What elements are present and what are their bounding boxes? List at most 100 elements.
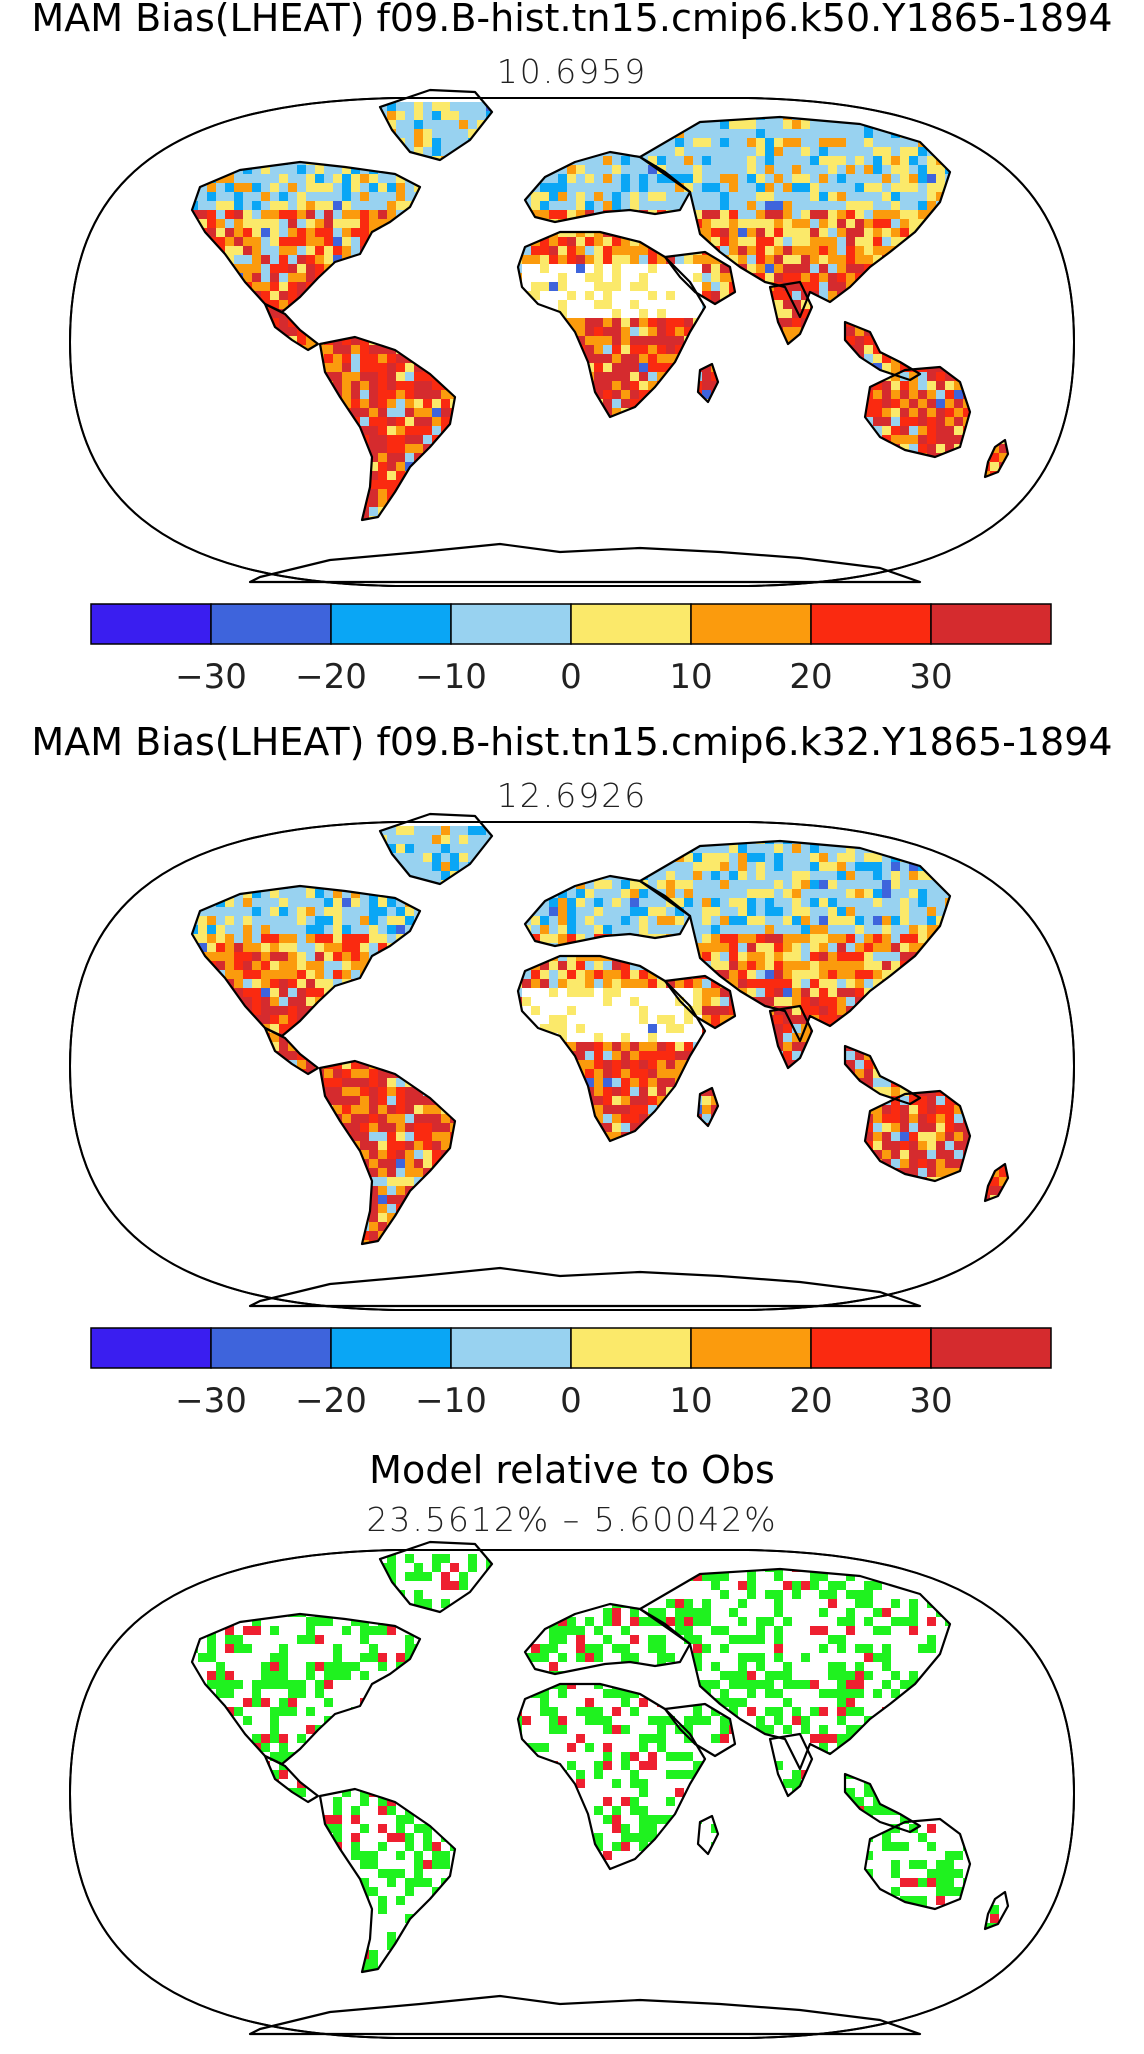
map-cell <box>765 264 774 273</box>
map-cell <box>621 282 630 291</box>
map-cell <box>756 210 765 219</box>
map-cell <box>756 192 765 201</box>
map-cell <box>387 489 396 498</box>
map-cell <box>639 300 648 309</box>
map-cell <box>558 237 567 246</box>
map-cell <box>405 826 414 835</box>
map-cell <box>873 417 882 426</box>
map-cell <box>369 363 378 372</box>
map-cell <box>720 246 729 255</box>
map-cell <box>288 282 297 291</box>
map-cell <box>873 129 882 138</box>
map-cell <box>792 147 801 156</box>
map-cell <box>459 853 468 862</box>
map-cell <box>594 372 603 381</box>
colorbar-box <box>690 603 812 645</box>
map-cell <box>450 102 459 111</box>
map-cell <box>918 826 927 835</box>
map-cell <box>621 309 630 318</box>
map-cell <box>234 210 243 219</box>
map-cell <box>288 219 297 228</box>
map-cell <box>639 192 648 201</box>
map-cell <box>828 219 837 228</box>
map-cell <box>603 264 612 273</box>
map-cell <box>783 228 792 237</box>
map-cell <box>855 228 864 237</box>
map-cell <box>279 183 288 192</box>
map-cell <box>729 183 738 192</box>
map-cell <box>639 381 648 390</box>
map-cell <box>747 844 756 853</box>
map-cell <box>639 165 648 174</box>
map-cell <box>693 264 702 273</box>
map-cell <box>747 210 756 219</box>
map-cell <box>990 853 999 862</box>
map-cell <box>297 201 306 210</box>
map-cell <box>432 120 441 129</box>
coastline <box>378 88 494 162</box>
map-cell <box>666 147 675 156</box>
map-cell <box>837 129 846 138</box>
map-cell <box>621 192 630 201</box>
map-cell <box>342 246 351 255</box>
map-cell <box>783 327 792 336</box>
map-cell <box>423 147 432 156</box>
map-cell <box>936 165 945 174</box>
map-cell <box>585 300 594 309</box>
map-cell <box>828 237 837 246</box>
map-cell <box>891 237 900 246</box>
map-cell <box>702 282 711 291</box>
map-cell <box>432 399 441 408</box>
map-cell <box>837 219 846 228</box>
map-cell <box>990 453 999 462</box>
map-cell <box>711 165 720 174</box>
map-cell <box>333 192 342 201</box>
map-cell <box>927 201 936 210</box>
map-cell <box>594 255 603 264</box>
map-cell <box>333 381 342 390</box>
map-cell <box>819 246 828 255</box>
map-cell <box>765 201 774 210</box>
map-cell <box>603 372 612 381</box>
map-cell <box>603 237 612 246</box>
map-cell <box>405 426 414 435</box>
map-cell <box>855 255 864 264</box>
map-cell <box>927 183 936 192</box>
map-cell <box>396 844 405 853</box>
map-cell <box>387 102 396 111</box>
map-cell <box>792 300 801 309</box>
map-cell <box>954 826 963 835</box>
colorbar-tick-label: −30 <box>175 657 247 697</box>
map-cell <box>801 174 810 183</box>
map-cell <box>198 111 207 120</box>
map-cell <box>414 120 423 129</box>
map-cell <box>747 853 756 862</box>
map-cell <box>954 102 963 111</box>
map-cell <box>423 853 432 862</box>
map-cell <box>909 390 918 399</box>
map-cell <box>198 219 207 228</box>
map-cell <box>855 210 864 219</box>
map-cell <box>576 201 585 210</box>
map-cell <box>882 129 891 138</box>
map-cell <box>1008 835 1017 844</box>
map-cell <box>720 174 729 183</box>
map-cell <box>855 138 864 147</box>
map-cell <box>540 264 549 273</box>
map-cell <box>423 399 432 408</box>
map-cell <box>621 156 630 165</box>
map-cell <box>783 282 792 291</box>
map-cell <box>261 201 270 210</box>
map-cell <box>1008 111 1017 120</box>
map-cell <box>594 183 603 192</box>
map-cell <box>801 309 810 318</box>
map-cell <box>297 237 306 246</box>
map-cell <box>720 138 729 147</box>
map-cell <box>603 201 612 210</box>
map-cell <box>288 246 297 255</box>
map-cell <box>675 264 684 273</box>
map-cell <box>396 381 405 390</box>
map-cell <box>747 138 756 147</box>
map-cell <box>261 174 270 183</box>
map-cell <box>900 102 909 111</box>
